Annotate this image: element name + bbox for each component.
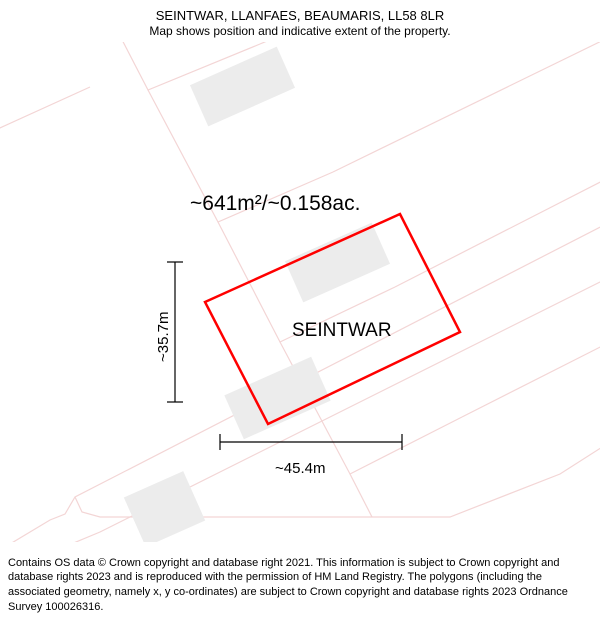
width-dimension-label: ~45.4m — [275, 460, 325, 477]
copyright-footer: Contains OS data © Crown copyright and d… — [8, 556, 592, 615]
header: SEINTWAR, LLANFAES, BEAUMARIS, LL58 8LR … — [0, 0, 600, 38]
map-canvas: ~641m²/~0.158ac. SEINTWAR ~45.4m ~35.7m — [0, 42, 600, 542]
page-subtitle: Map shows position and indicative extent… — [0, 24, 600, 38]
property-name-label: SEINTWAR — [292, 320, 392, 342]
page-title: SEINTWAR, LLANFAES, BEAUMARIS, LL58 8LR — [0, 8, 600, 23]
height-dimension-label: ~35.7m — [155, 312, 172, 362]
area-measurement-label: ~641m²/~0.158ac. — [190, 192, 360, 216]
